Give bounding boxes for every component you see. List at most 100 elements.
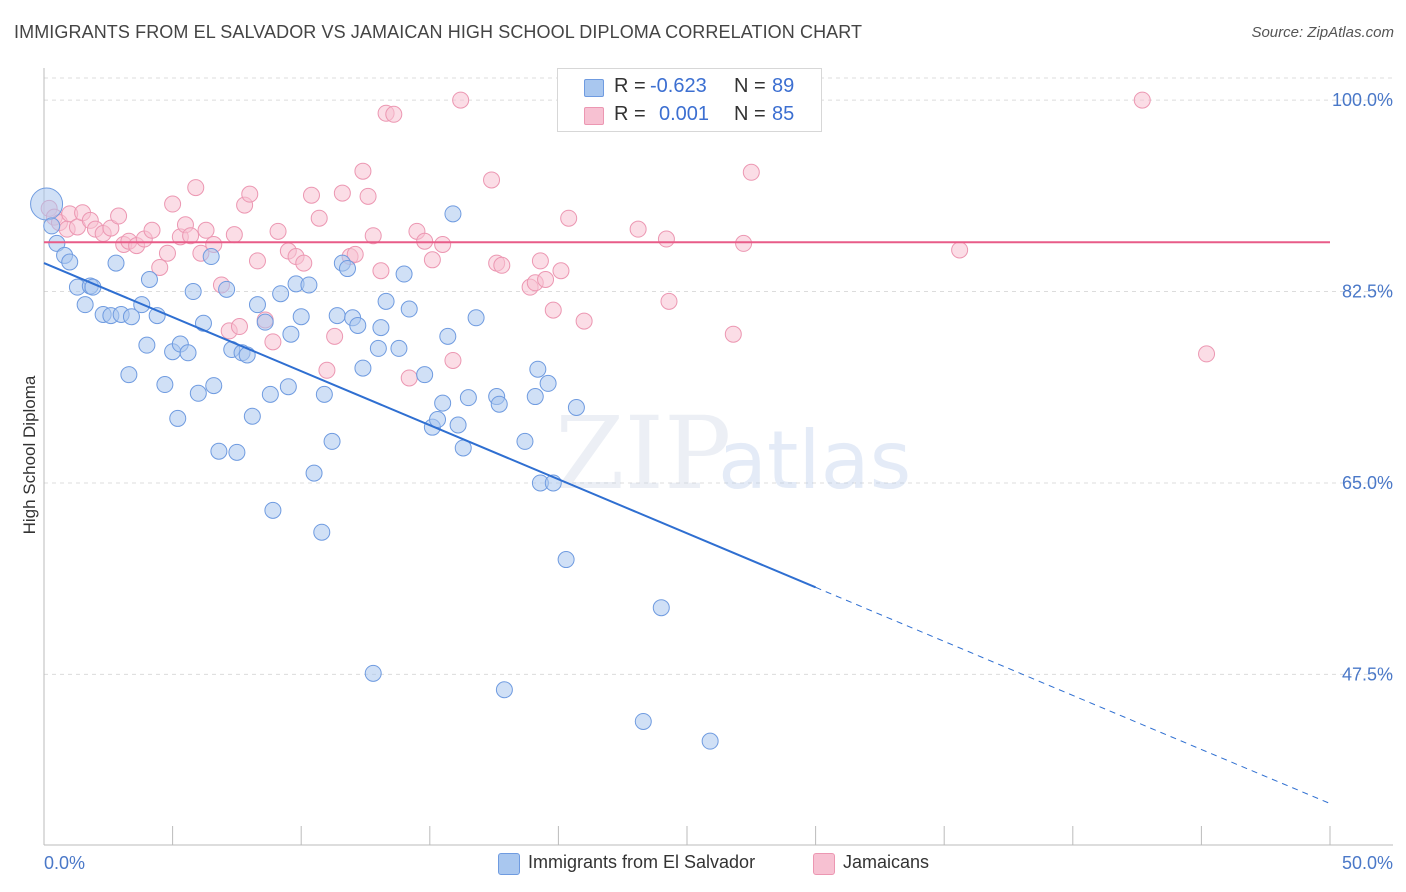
n-label: N = [734,103,766,125]
jamaicans-point [333,184,351,202]
el-salvador-point [400,300,418,318]
y-axis-label: High School Diploma [20,375,39,534]
jamaicans-point [657,230,675,248]
jamaicans-point [110,207,128,225]
jamaicans-point [423,251,441,269]
el-salvador-point [156,376,174,394]
jamaicans-point [197,221,215,239]
el-salvador-point [138,336,156,354]
x-tick-label: 50.0% [1342,853,1393,873]
jamaicans-point [225,226,243,244]
el-salvador-point [369,339,387,357]
el-salvador-point [282,325,300,343]
el-salvador-point [48,234,66,252]
jamaicans-point [951,241,969,259]
jamaicans-point [359,187,377,205]
y-tick-label: 65.0% [1342,473,1393,493]
el-salvador-point [349,316,367,334]
el-salvador-point [377,292,395,310]
correlation-legend: R = -0.623 N = 89 R = 0.001 N = 85 [557,68,822,132]
r-value: 0.001 [659,103,710,125]
jamaicans-point [531,252,549,270]
jamaicans-point [354,162,372,180]
el-salvador-point [120,366,138,384]
blue-swatch [498,853,520,875]
el-salvador-point [516,432,534,450]
el-salvador-point [300,276,318,294]
n-label: N = [734,75,766,97]
source-label: Source: ZipAtlas.com [1251,24,1394,41]
jamaicans-point [182,227,200,245]
el-salvador-point [61,253,79,271]
r-label: R = [614,75,646,97]
jamaicans-point [724,325,742,343]
trendlines [43,241,1331,804]
el-salvador-point [305,464,323,482]
el-salvador-point [256,313,274,331]
jamaicans-point [483,171,501,189]
jamaicans-point [326,327,344,345]
el-salvador-point [313,523,331,541]
el-salvador-point [526,388,544,406]
el-salvador-point [529,360,547,378]
x-tick-label: 0.0% [44,853,85,873]
el-salvador-point [372,319,390,337]
el-salvador-points [30,187,719,750]
watermark: ZIP atlas [555,395,911,512]
legend-label-el-salvador: Immigrants from El Salvador [528,852,756,872]
el-salvador-point [416,366,434,384]
jamaicans-point [493,256,511,274]
jamaicans-point [452,91,470,109]
el-salvador-point [202,248,220,266]
el-salvador-point [228,443,246,461]
el-salvador-point [364,664,382,682]
legend-row-blue: R = -0.623 N = 89 [558,72,821,102]
el-salvador-point [634,712,652,730]
el-salvador-point [243,407,261,425]
legend-label-jamaicans: Jamaicans [843,852,930,872]
jamaicans-point [230,318,248,336]
el-salvador-point [179,344,197,362]
jamaicans-point [346,245,364,263]
el-salvador-point [184,283,202,301]
jamaicans-point [575,312,593,330]
el-salvador-point [490,395,508,413]
y-tick-label: 47.5% [1342,664,1393,684]
jamaicans-point [552,262,570,280]
el-salvador-point [272,285,290,303]
el-salvador-point [439,327,457,345]
el-salvador-point [210,442,228,460]
blue-swatch [584,79,604,97]
el-salvador-point [248,296,266,314]
r-label: R = [614,103,646,125]
jamaicans-point [372,262,390,280]
el-salvador-trendline [43,262,816,589]
y-tick-label: 100.0% [1332,90,1393,110]
el-salvador-point [354,359,372,377]
el-salvador-point [315,385,333,403]
el-salvador-point [395,265,413,283]
el-salvador-point [701,732,719,750]
el-salvador-point [189,384,207,402]
el-salvador-point [323,432,341,450]
jamaicans-point [444,351,462,369]
jamaicans-point [187,179,205,197]
el-salvador-trendline-extension [815,586,1331,804]
el-salvador-point [338,260,356,278]
el-salvador-point [140,270,158,288]
jamaicans-point [416,232,434,250]
el-salvador-point [390,339,408,357]
el-salvador-point [30,187,64,221]
legend-row-pink: R = 0.001 N = 85 [558,100,821,130]
chart-title: IMMIGRANTS FROM EL SALVADOR VS JAMAICAN … [14,22,863,42]
el-salvador-point [292,308,310,326]
el-salvador-point [261,385,279,403]
jamaicans-point [143,221,161,239]
jamaicans-point [164,195,182,213]
jamaicans-point [102,219,120,237]
el-salvador-point [218,280,236,298]
watermark-atlas: atlas [718,414,911,507]
jamaicans-point [629,220,647,238]
jamaicans-point [158,244,176,262]
